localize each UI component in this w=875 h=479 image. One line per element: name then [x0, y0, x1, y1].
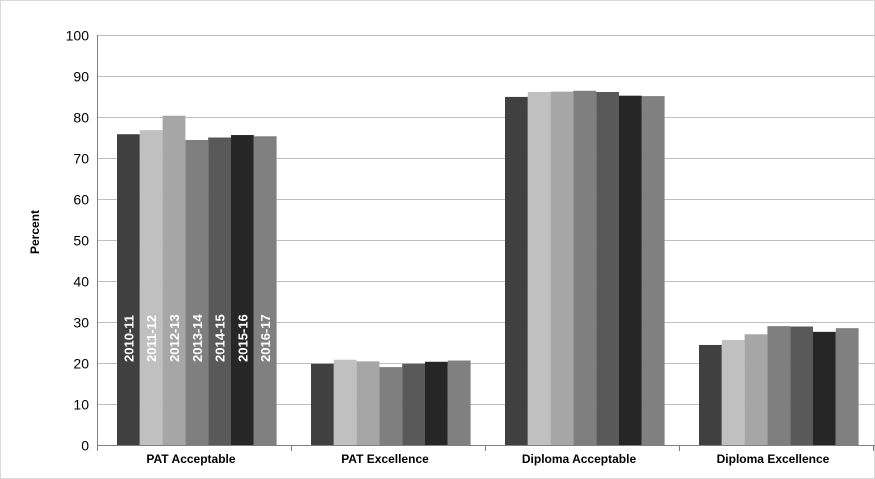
series-label: 2013-14	[190, 314, 205, 362]
bar	[641, 96, 665, 445]
axes	[97, 35, 875, 451]
series-label: 2014-15	[213, 314, 228, 362]
bar	[208, 137, 231, 445]
category-label: PAT Acceptable	[146, 452, 235, 466]
y-tick-label: 30	[73, 315, 89, 331]
bar	[402, 363, 425, 445]
series-label: 2010-11	[121, 315, 136, 362]
bar	[699, 344, 722, 445]
bar	[813, 331, 836, 445]
y-tick-label: 90	[73, 69, 89, 85]
y-tick-label: 40	[73, 274, 89, 290]
category-label: Diploma Excellence	[717, 452, 830, 466]
bar	[550, 91, 574, 445]
bar	[596, 91, 619, 446]
bar	[619, 95, 642, 446]
bar	[379, 367, 403, 445]
y-tick-label: 60	[73, 192, 89, 208]
y-tick-label: 10	[73, 397, 89, 413]
category-label: Diploma Acceptable	[522, 452, 637, 466]
bar	[185, 139, 209, 445]
bar	[767, 326, 791, 445]
y-axis-title: Percent	[28, 210, 42, 254]
bar	[162, 115, 186, 446]
y-tick-label: 0	[81, 438, 89, 454]
series-label: 2015-16	[235, 314, 250, 362]
bar	[425, 361, 448, 445]
bar	[835, 328, 859, 445]
series-label: 2011-12	[144, 315, 159, 362]
bars	[117, 90, 859, 446]
y-tick-label: 70	[73, 151, 89, 167]
y-tick-label: 80	[73, 110, 89, 126]
category-label: PAT Excellence	[341, 452, 429, 466]
y-tick-label: 100	[66, 28, 90, 44]
bar	[505, 96, 528, 445]
bar	[117, 134, 140, 445]
series-label: 2016-17	[258, 314, 273, 362]
bar	[573, 90, 597, 445]
bar	[447, 360, 471, 445]
y-tick-labels: 0 10 20 30 40 50 60 70 80 90 100	[66, 28, 90, 454]
category-labels: PAT Acceptable PAT Excellence Diploma Acce…	[146, 452, 829, 466]
bar	[356, 361, 380, 445]
y-tick-label: 50	[73, 233, 89, 249]
bar	[231, 135, 254, 446]
bar	[311, 363, 334, 445]
series-label: 2012-13	[167, 314, 182, 362]
bar	[253, 136, 277, 445]
bar	[721, 340, 745, 445]
bar	[744, 334, 768, 445]
bar	[333, 359, 357, 445]
bar	[139, 130, 163, 445]
series-labels: 2010-11 2011-12 2012-13 2013-14 2014-15 2015-…	[121, 314, 273, 362]
bar	[527, 91, 551, 446]
bar	[790, 326, 813, 445]
y-tick-label: 20	[73, 356, 89, 372]
